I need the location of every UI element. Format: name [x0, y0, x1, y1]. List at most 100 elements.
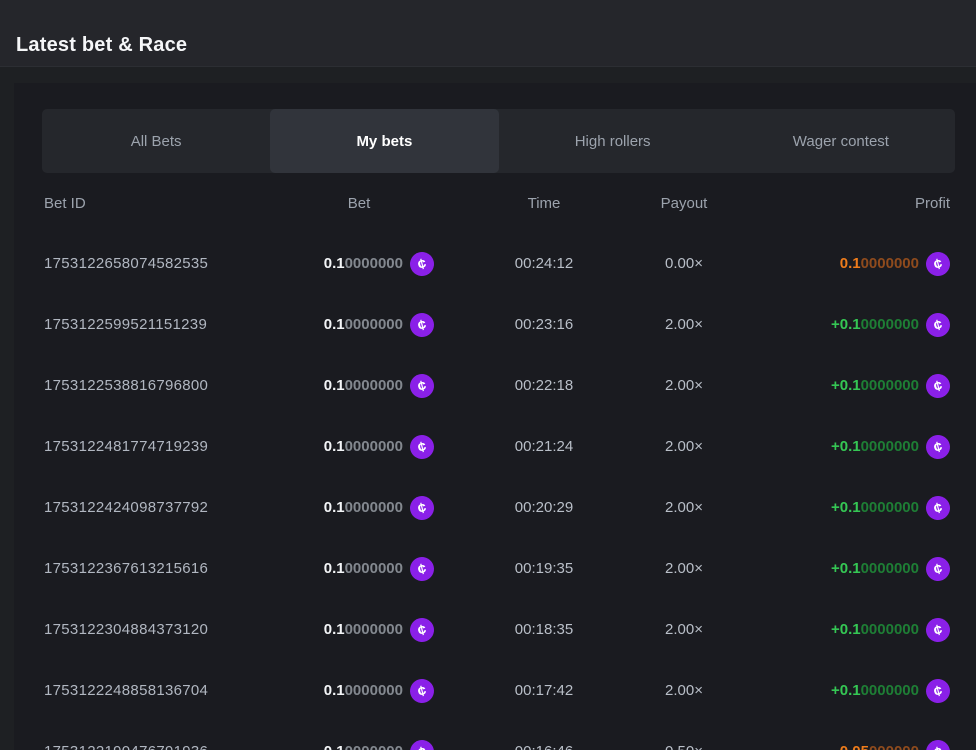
profit-significant: +0.1	[830, 682, 861, 699]
bet-amount-zeros: 0000000	[344, 316, 403, 333]
bet-amount-zeros: 0000000	[344, 499, 403, 516]
bet-time: 00:17:42	[514, 682, 574, 699]
bet-id: 1753122367613215616	[44, 560, 209, 577]
bet-amount: 0.10000000 ¢	[284, 553, 437, 584]
table-body: 1753122658074582535 0.10000000 ¢ 00:24:1…	[14, 233, 976, 750]
bet-time: 00:19:35	[514, 560, 574, 577]
bet-amount-zeros: 0000000	[344, 682, 403, 699]
bet-profit: +0.10000000 ¢	[714, 614, 953, 645]
bet-profit: +0.10000000 ¢	[714, 492, 953, 523]
cent-coin-icon: ¢	[407, 431, 437, 462]
column-header-profit: Profit	[914, 194, 950, 212]
cent-coin-icon: ¢	[407, 736, 437, 750]
cent-coin-icon: ¢	[923, 736, 953, 750]
bet-amount-significant: 0.1	[323, 255, 345, 272]
tab-high-rollers[interactable]: High rollers	[574, 132, 651, 150]
bet-payout: 2.00×	[665, 560, 703, 577]
table-row[interactable]: 1753122658074582535 0.10000000 ¢ 00:24:1…	[14, 233, 976, 294]
bet-profit: 0.05000000 ¢	[714, 736, 953, 750]
bet-amount-significant: 0.1	[323, 316, 345, 333]
table-row[interactable]: 1753122304884373120 0.10000000 ¢ 00:18:3…	[14, 599, 976, 660]
bet-amount: 0.10000000 ¢	[284, 370, 437, 401]
bet-payout: 2.00×	[665, 316, 703, 333]
cent-coin-icon: ¢	[407, 614, 437, 645]
bet-profit: +0.10000000 ¢	[714, 553, 953, 584]
bet-amount-significant: 0.1	[323, 560, 345, 577]
profit-zeros: 000000	[869, 743, 919, 750]
page-title: Latest bet & Race	[16, 34, 188, 56]
bets-tab-bar: All Bets My bets High rollers Wager contest	[42, 109, 955, 173]
profit-significant: 0.1	[839, 255, 861, 272]
table-row[interactable]: 1753122424098737792 0.10000000 ¢ 00:20:2…	[14, 477, 976, 538]
profit-zeros: 0000000	[860, 377, 919, 394]
cent-coin-icon: ¢	[923, 431, 953, 462]
page-header: Latest bet & Race	[0, 0, 976, 66]
cent-coin-icon: ¢	[923, 492, 953, 523]
bet-time: 00:24:12	[514, 255, 574, 272]
cent-coin-icon: ¢	[407, 675, 437, 706]
bet-id: 1753122658074582535	[44, 255, 209, 272]
tab-all-bets[interactable]: All Bets	[130, 132, 182, 150]
profit-zeros: 0000000	[860, 560, 919, 577]
bet-amount: 0.10000000 ¢	[284, 614, 437, 645]
profit-zeros: 0000000	[860, 499, 919, 516]
bet-id: 1753122304884373120	[44, 621, 209, 638]
bet-id: 1753122599521151239	[44, 316, 208, 333]
bet-time: 00:21:24	[514, 438, 574, 455]
bet-id: 1753122538816796800	[44, 377, 209, 394]
table-row[interactable]: 1753122481774719239 0.10000000 ¢ 00:21:2…	[14, 416, 976, 477]
profit-zeros: 0000000	[860, 255, 919, 272]
table-row[interactable]: 1753122538816796800 0.10000000 ¢ 00:22:1…	[14, 355, 976, 416]
profit-zeros: 0000000	[860, 621, 919, 638]
bet-payout: 2.00×	[665, 438, 703, 455]
cent-coin-icon: ¢	[923, 309, 953, 340]
cent-coin-icon: ¢	[923, 675, 953, 706]
bet-amount-significant: 0.1	[323, 377, 345, 394]
cent-coin-icon: ¢	[923, 553, 953, 584]
content-section: All Bets My bets High rollers Wager contest…	[0, 66, 976, 750]
cent-coin-icon: ¢	[923, 248, 953, 279]
cent-coin-icon: ¢	[407, 248, 437, 279]
cent-coin-icon: ¢	[923, 370, 953, 401]
column-header-bet: Bet	[347, 194, 371, 212]
column-header-bet-id: Bet ID	[44, 194, 86, 212]
bet-amount-significant: 0.1	[323, 621, 345, 638]
table-row[interactable]: 1753122367613215616 0.10000000 ¢ 00:19:3…	[14, 538, 976, 599]
bet-time: 00:18:35	[514, 621, 574, 638]
cent-coin-icon: ¢	[407, 309, 437, 340]
bet-amount-zeros: 0000000	[344, 438, 403, 455]
cent-coin-icon: ¢	[407, 370, 437, 401]
profit-zeros: 0000000	[860, 438, 919, 455]
table-row[interactable]: 1753122190476791936 0.10000000 ¢ 00:16:4…	[14, 721, 976, 750]
bet-payout: 2.00×	[665, 682, 703, 699]
profit-zeros: 0000000	[860, 682, 919, 699]
bet-amount-significant: 0.1	[323, 682, 345, 699]
bet-profit: 0.10000000 ¢	[714, 248, 953, 279]
profit-significant: +0.1	[830, 438, 861, 455]
bet-profit: +0.10000000 ¢	[714, 309, 953, 340]
bet-id: 1753122190476791936	[44, 743, 284, 750]
bet-profit: +0.10000000 ¢	[714, 675, 953, 706]
bet-amount-significant: 0.1	[323, 499, 345, 516]
bet-profit: +0.10000000 ¢	[714, 431, 953, 462]
bet-payout: 2.00×	[665, 499, 703, 516]
profit-significant: +0.1	[830, 621, 861, 638]
bet-amount: 0.10000000 ¢	[284, 492, 437, 523]
cent-coin-icon: ¢	[407, 492, 437, 523]
tab-my-bets[interactable]: My bets	[270, 109, 499, 173]
bet-amount: 0.10000000 ¢	[284, 736, 437, 750]
bet-amount: 0.10000000 ¢	[284, 431, 437, 462]
tab-wager-contest[interactable]: Wager contest	[792, 132, 889, 150]
bet-amount-significant: 0.1	[323, 438, 345, 455]
bet-id: 1753122481774719239	[44, 438, 209, 455]
bet-amount: 0.10000000 ¢	[284, 309, 437, 340]
bet-id: 1753122424098737792	[44, 499, 209, 516]
table-row[interactable]: 1753122248858136704 0.10000000 ¢ 00:17:4…	[14, 660, 976, 721]
table-row[interactable]: 1753122599521151239 0.10000000 ¢ 00:23:1…	[14, 294, 976, 355]
column-header-payout: Payout	[660, 194, 708, 212]
profit-significant: +0.1	[830, 377, 861, 394]
bet-time: 00:20:29	[514, 499, 574, 516]
profit-significant: +0.1	[830, 560, 861, 577]
bet-time: 00:23:16	[514, 316, 574, 333]
bet-amount-zeros: 0000000	[345, 743, 403, 750]
